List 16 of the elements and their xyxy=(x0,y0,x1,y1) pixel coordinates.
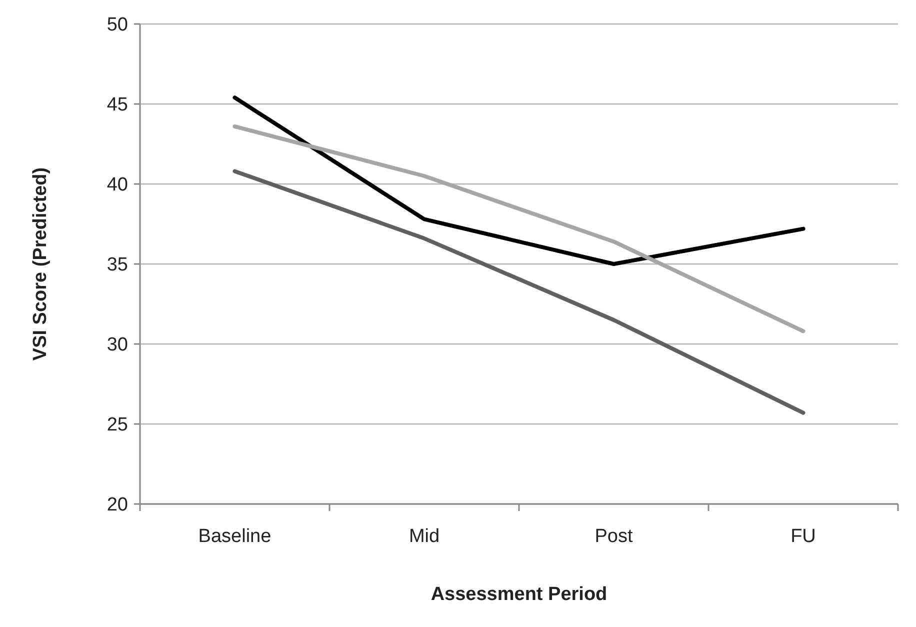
y-axis-title: VSI Score (Predicted) xyxy=(30,167,51,361)
y-tick-label: 20 xyxy=(106,494,128,516)
y-tick-label: 45 xyxy=(106,94,128,116)
y-tick-label: 40 xyxy=(106,174,128,196)
y-tick-label: 50 xyxy=(106,14,128,36)
y-tick-label: 30 xyxy=(106,334,128,356)
x-tick-label: Post xyxy=(594,526,634,547)
y-tick-label: 25 xyxy=(106,414,128,436)
y-tick-label: 35 xyxy=(106,254,128,276)
line-series xyxy=(232,96,806,266)
x-tick-label: Baseline xyxy=(198,526,272,547)
line-series xyxy=(232,124,806,334)
x-tick-label: FU xyxy=(790,526,816,547)
x-axis-title: Assessment Period xyxy=(430,584,608,605)
x-tick-label: Mid xyxy=(408,526,440,547)
line-series xyxy=(232,169,806,415)
